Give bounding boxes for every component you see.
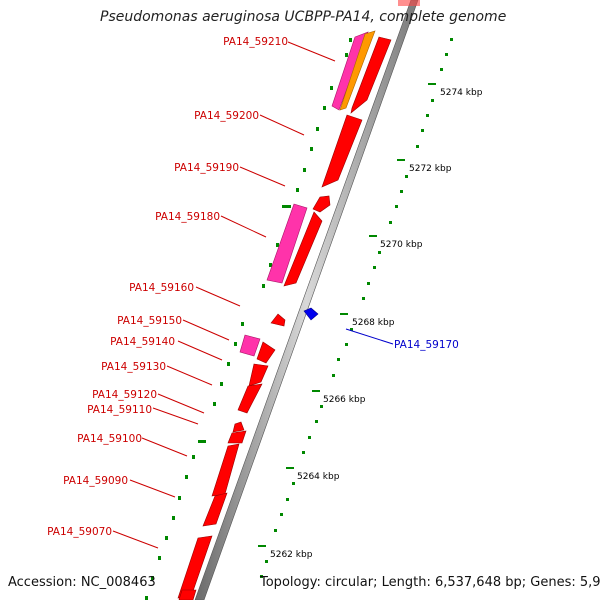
gene-arrow	[178, 589, 197, 600]
tick-label-5272: 5272 kbp	[409, 164, 452, 174]
gene-label[interactable]: PA14_59150	[117, 315, 182, 327]
label-leader-lines	[112, 41, 336, 549]
gene-arrow	[239, 334, 261, 357]
gene-arrow	[256, 341, 276, 364]
gene-arrow	[321, 114, 363, 188]
topology-text: Topology: circular; Length: 6,537,648 bp…	[260, 575, 600, 590]
genome-backbone	[194, 0, 419, 600]
gene-arrow	[350, 36, 392, 114]
gene-label-blue[interactable]: PA14_59170	[394, 339, 459, 351]
tick-label-5266: 5266 kbp	[323, 395, 366, 405]
tick-label-5268: 5268 kbp	[352, 318, 395, 328]
tick-marks-inner	[145, 38, 352, 600]
gene-label[interactable]: PA14_59110	[87, 404, 152, 416]
gene-arrow	[227, 430, 247, 444]
tick-label-5262: 5262 kbp	[270, 550, 313, 560]
gene-label[interactable]: PA14_59180	[155, 211, 220, 223]
tick-marks-outer	[258, 38, 453, 578]
tick-label-5270: 5270 kbp	[380, 240, 423, 250]
label-leader-line-blue	[345, 328, 394, 345]
gene-label[interactable]: PA14_59200	[194, 110, 259, 122]
gene-arrow	[248, 363, 269, 387]
gene-label[interactable]: PA14_59190	[174, 162, 239, 174]
gene-arrow	[266, 203, 308, 284]
gene-arrow	[237, 383, 263, 414]
gene-arrow	[232, 421, 245, 433]
gene-arrow	[270, 313, 286, 327]
gene-arrow	[283, 211, 323, 287]
accession-text: Accession: NC_008463	[8, 575, 156, 590]
gene-arrow	[202, 492, 228, 527]
gene-label[interactable]: PA14_59140	[110, 336, 175, 348]
tick-label-5264: 5264 kbp	[297, 472, 340, 482]
tick-label-5274: 5274 kbp	[440, 88, 483, 98]
gene-arrow	[312, 195, 331, 213]
gene-label[interactable]: PA14_59100	[77, 433, 142, 445]
gene-label[interactable]: PA14_59160	[129, 282, 194, 294]
gene-label[interactable]: PA14_59120	[92, 389, 157, 401]
gene-arrow-reverse	[303, 307, 319, 321]
gene-label[interactable]: PA14_59210	[223, 36, 288, 48]
map-title: Pseudomonas aeruginosa UCBPP-PA14, compl…	[100, 9, 507, 25]
clipped-gene	[398, 0, 420, 6]
gene-arrow	[339, 30, 376, 111]
gene-features	[177, 30, 392, 600]
gene-label[interactable]: PA14_59070	[47, 526, 112, 538]
gene-label[interactable]: PA14_59090	[63, 475, 128, 487]
gene-label[interactable]: PA14_59130	[101, 361, 166, 373]
